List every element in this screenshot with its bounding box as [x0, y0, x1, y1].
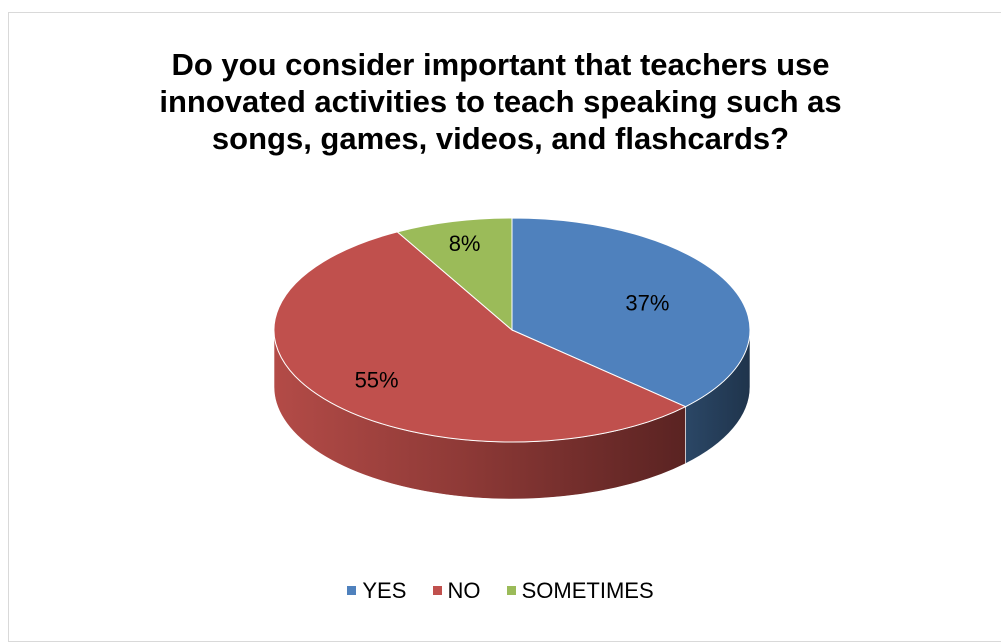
legend-item-yes: YES: [347, 578, 406, 604]
legend-label-sometimes: SOMETIMES: [521, 578, 654, 603]
pie-slice-no: [273, 231, 687, 443]
legend-label-yes: YES: [362, 578, 407, 603]
chart-title: Do you consider important that teachers …: [0, 46, 1001, 157]
pie-slice-sometimes: [396, 217, 513, 332]
pie-slice-yes: [511, 217, 751, 408]
pie-data-labels: 37% 55% 8%: [355, 231, 670, 392]
chart-title-line-3: songs, games, videos, and flashcards?: [211, 121, 790, 156]
data-label-sometimes: 8%: [449, 231, 481, 256]
legend-item-no: NO: [432, 578, 481, 604]
pie-slices: [273, 217, 751, 443]
legend-swatch-yes: [347, 585, 357, 595]
chart-title-line-2: innovated activities to teach speaking s…: [159, 84, 842, 119]
legend-item-sometimes: SOMETIMES: [506, 578, 654, 604]
legend-label-no: NO: [447, 578, 481, 603]
data-label-no: 55%: [355, 367, 399, 392]
legend-swatch-no: [432, 585, 442, 595]
pie-chart: 37% 55% 8%: [273, 217, 751, 500]
data-label-yes: 37%: [625, 290, 669, 315]
chart-title-line-1: Do you consider important that teachers …: [171, 47, 830, 82]
legend-swatch-sometimes: [506, 585, 516, 595]
chart-legend: YES NO SOMETIMES: [0, 578, 1001, 604]
